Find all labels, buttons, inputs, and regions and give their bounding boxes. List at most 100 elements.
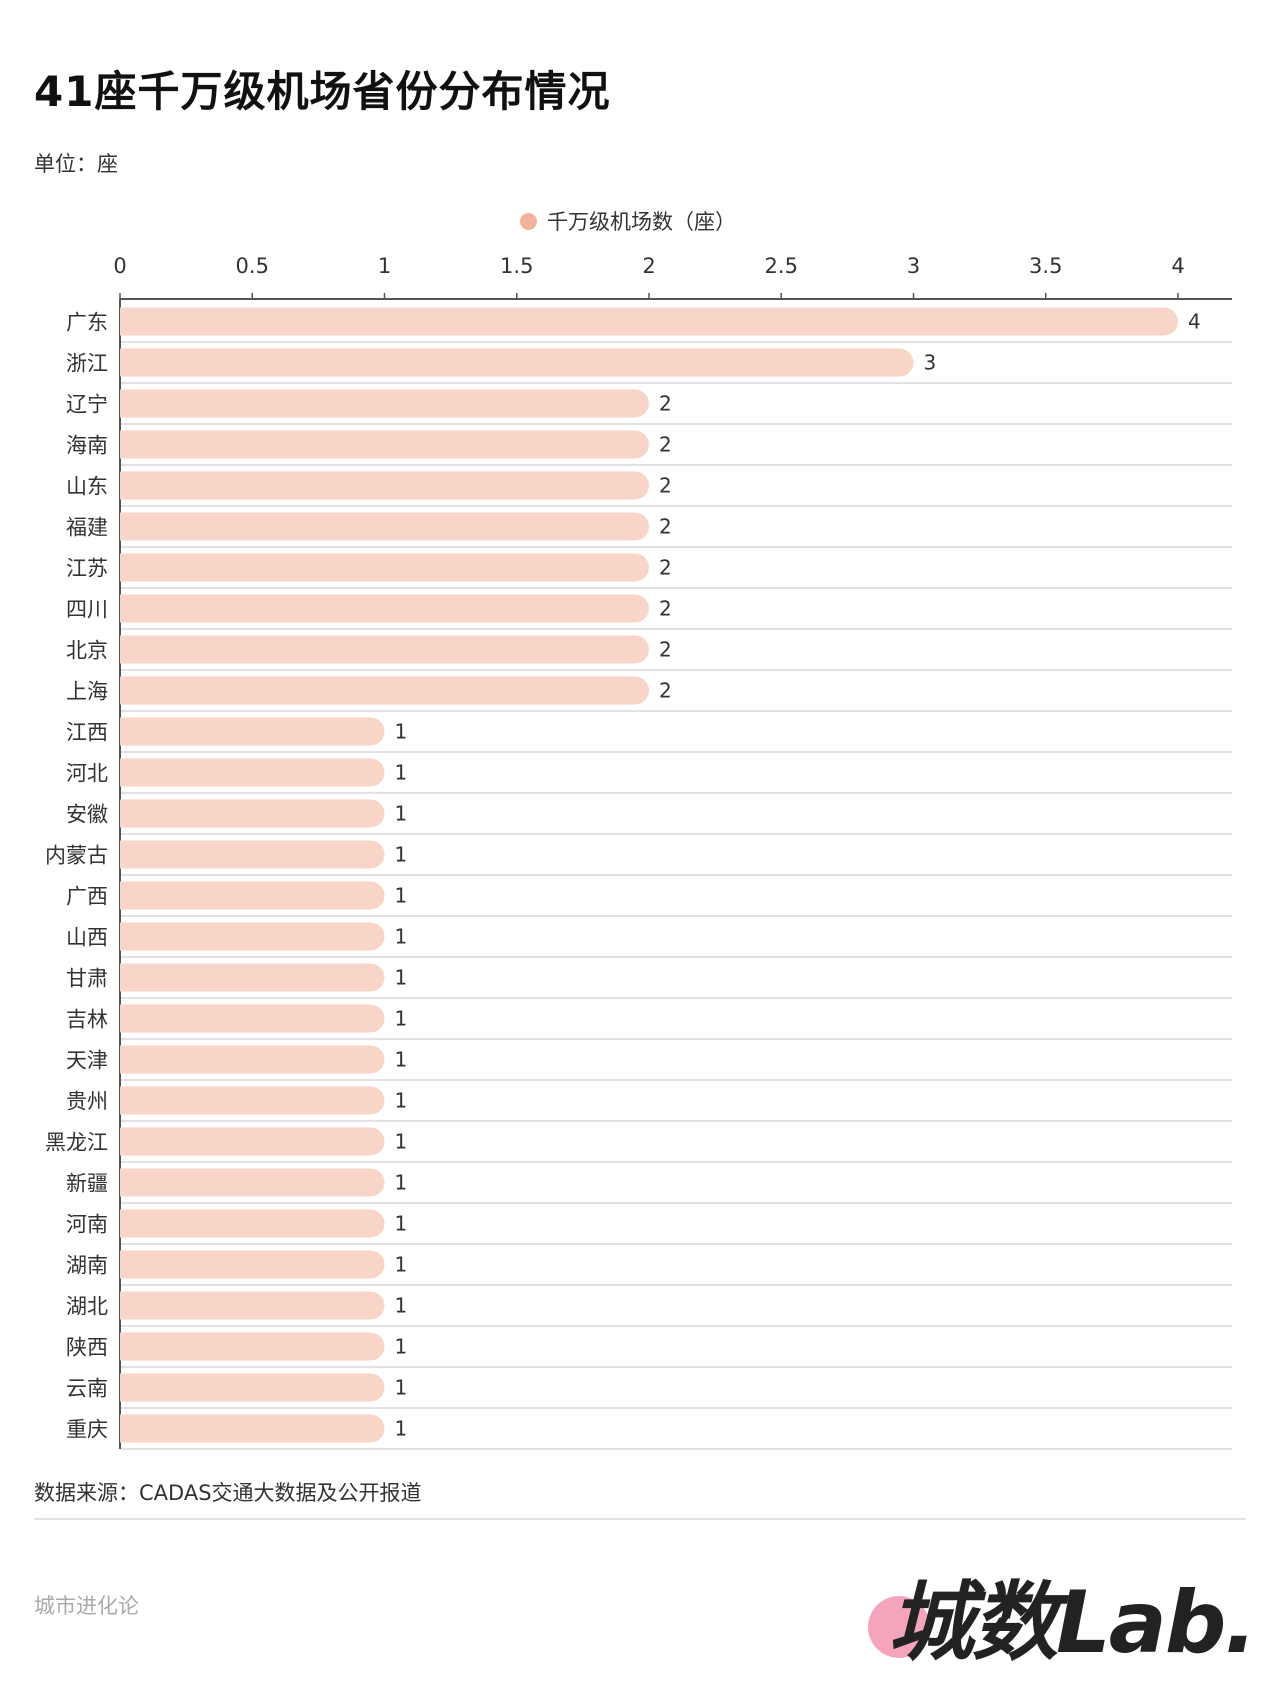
bar [120,471,649,500]
value-label: 1 [395,720,408,744]
legend: 千万级机场数（座） [520,206,736,236]
bar [120,389,649,418]
bar-base [120,963,148,992]
bar [120,758,385,787]
category-label: 河北 [66,762,108,786]
bar-base [120,635,148,664]
bar [120,1414,385,1443]
value-label: 1 [395,925,408,949]
bar-base [120,1209,148,1238]
category-label: 福建 [66,516,108,540]
bar-base [120,1168,148,1197]
chart-title: 41座千万级机场省份分布情况 [34,67,611,116]
value-label: 1 [395,1417,408,1441]
bar-base [120,307,148,336]
bar-base [120,799,148,828]
bar-base [120,471,148,500]
bar-chart: 0 0.5 1 1.5 2 2.5 3 3.5 4 广东 4 浙江 3 辽宁 2 海南 2 山东 2 福建 2 江苏 2 四川… [45,254,1232,1450]
brand-name: 城市进化论 [34,1594,139,1618]
bar [120,348,914,377]
category-label: 贵州 [66,1090,108,1114]
bar-base [120,1045,148,1074]
category-label: 天津 [66,1049,108,1073]
category-label: 广西 [66,885,108,909]
bar-base [120,430,148,459]
value-label: 2 [659,597,672,621]
logo-text: 城数Lab. [888,1573,1257,1673]
category-label: 山西 [66,926,108,950]
value-label: 2 [659,515,672,539]
bar-base [120,758,148,787]
category-label: 广东 [66,311,108,335]
category-label: 辽宁 [66,393,108,417]
category-label: 湖北 [66,1295,108,1319]
bar-base [120,881,148,910]
unit-label: 单位：座 [34,152,118,176]
bar-base [120,676,148,705]
bar [120,1127,385,1156]
value-label: 2 [659,638,672,662]
value-label: 3 [924,351,937,375]
bar-base [120,1291,148,1320]
x-tick-label: 3 [907,254,920,278]
bar-base [120,1086,148,1115]
value-label: 1 [395,1089,408,1113]
bar [120,1086,385,1115]
value-label: 1 [395,761,408,785]
x-tick-label: 2 [642,254,655,278]
value-label: 1 [395,802,408,826]
divider [34,1518,1246,1520]
category-label: 上海 [66,680,108,704]
value-label: 1 [395,1171,408,1195]
category-label: 山东 [66,475,108,499]
category-label: 江苏 [66,557,108,581]
value-label: 1 [395,1130,408,1154]
bar [120,1045,385,1074]
value-label: 4 [1188,310,1201,334]
value-label: 1 [395,966,408,990]
x-tick-label: 4 [1171,254,1184,278]
value-label: 1 [395,1335,408,1359]
source-note: 数据来源：CADAS交通大数据及公开报道 [34,1481,422,1505]
bar [120,1291,385,1320]
category-label: 新疆 [66,1172,108,1196]
value-label: 2 [659,392,672,416]
category-label: 黑龙江 [45,1131,108,1155]
bar [120,307,1178,336]
category-label: 江西 [66,721,108,745]
bar [120,881,385,910]
logo: 城数Lab. [868,1552,1257,1673]
category-label: 湖南 [66,1254,108,1278]
value-label: 1 [395,1212,408,1236]
value-label: 2 [659,679,672,703]
bar-base [120,1332,148,1361]
value-label: 1 [395,843,408,867]
x-tick-label: 0 [113,254,126,278]
value-label: 1 [395,1007,408,1031]
bar-base [120,1414,148,1443]
value-label: 2 [659,474,672,498]
bar-base [120,348,148,377]
bar-base [120,594,148,623]
bar [120,1209,385,1238]
bar [120,717,385,746]
bar [120,1168,385,1197]
category-label: 甘肃 [66,967,108,991]
bar-base [120,389,148,418]
x-tick-label: 1.5 [500,254,533,278]
logo-circle-icon [868,1596,930,1658]
bar [120,1373,385,1402]
bar [120,1004,385,1033]
bar-base [120,1250,148,1279]
value-label: 2 [659,556,672,580]
category-label: 海南 [66,434,108,458]
value-label: 1 [395,1376,408,1400]
bar-base [120,1004,148,1033]
bar-base [120,553,148,582]
value-label: 1 [395,1048,408,1072]
category-label: 云南 [66,1377,108,1401]
category-label: 河南 [66,1213,108,1237]
bar [120,553,649,582]
value-label: 1 [395,884,408,908]
bar [120,635,649,664]
